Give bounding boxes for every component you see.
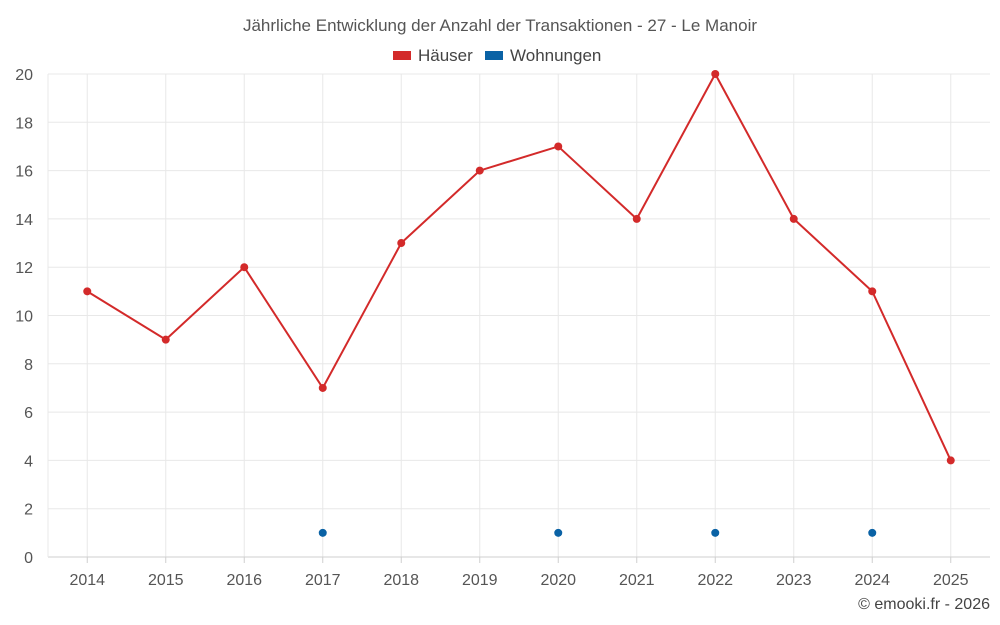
data-point-haeuser-2014[interactable] bbox=[83, 287, 92, 296]
series-haeuser bbox=[83, 70, 955, 465]
data-point-wohnungen-2024[interactable] bbox=[868, 528, 877, 537]
data-point-haeuser-2016[interactable] bbox=[240, 263, 249, 272]
axes: 0 2 4 6 8 10 12 14 16 18 20 2014 2015 2016 2017 2018 201… bbox=[15, 67, 990, 589]
series bbox=[83, 70, 955, 537]
data-point-wohnungen-2017[interactable] bbox=[318, 528, 327, 537]
data-point-haeuser-2020[interactable] bbox=[554, 142, 563, 151]
footer-credit: © emooki.fr - 2026 bbox=[858, 596, 990, 613]
data-point-haeuser-2021[interactable] bbox=[632, 214, 641, 223]
legend-swatch-wohnungen bbox=[485, 51, 503, 60]
y-tick-label: 0 bbox=[24, 550, 33, 567]
y-tick-label: 8 bbox=[24, 357, 33, 374]
grid bbox=[48, 73, 990, 557]
chart-title: Jährliche Entwicklung der Anzahl der Tra… bbox=[243, 16, 757, 35]
y-tick-label: 12 bbox=[15, 260, 33, 277]
legend: Häuser Wohnungen bbox=[393, 46, 601, 65]
x-tick-label: 2014 bbox=[69, 572, 105, 589]
data-point-haeuser-2024[interactable] bbox=[868, 287, 877, 296]
data-point-haeuser-2019[interactable] bbox=[475, 166, 484, 175]
x-tick-label: 2024 bbox=[854, 572, 890, 589]
x-tick-label: 2022 bbox=[697, 572, 733, 589]
x-tick-label: 2018 bbox=[383, 572, 419, 589]
legend-swatch-haeuser bbox=[393, 51, 411, 60]
data-point-haeuser-2017[interactable] bbox=[318, 383, 327, 392]
x-tick-label: 2025 bbox=[933, 572, 969, 589]
data-point-haeuser-2015[interactable] bbox=[161, 335, 170, 344]
y-tick-label: 20 bbox=[15, 67, 33, 84]
series-wohnungen bbox=[318, 528, 877, 537]
x-tick-label: 2023 bbox=[776, 572, 812, 589]
x-tick-label: 2019 bbox=[462, 572, 498, 589]
data-point-wohnungen-2022[interactable] bbox=[711, 528, 720, 537]
y-tick-label: 10 bbox=[15, 309, 33, 326]
data-point-wohnungen-2020[interactable] bbox=[554, 528, 563, 537]
legend-item-haeuser[interactable]: Häuser bbox=[393, 46, 473, 65]
data-point-haeuser-2025[interactable] bbox=[946, 456, 955, 465]
y-tick-label: 16 bbox=[15, 164, 33, 181]
series-line-haeuser bbox=[86, 71, 952, 461]
y-tick-label: 18 bbox=[15, 115, 33, 132]
x-tick-label: 2017 bbox=[305, 572, 341, 589]
x-tick-label: 2020 bbox=[540, 572, 576, 589]
y-tick-label: 14 bbox=[15, 212, 33, 229]
legend-item-wohnungen[interactable]: Wohnungen bbox=[485, 46, 601, 65]
y-tick-label: 6 bbox=[24, 405, 33, 422]
data-point-haeuser-2018[interactable] bbox=[397, 239, 406, 248]
x-tick-label: 2015 bbox=[148, 572, 184, 589]
x-tick-label: 2016 bbox=[226, 572, 262, 589]
data-point-haeuser-2023[interactable] bbox=[789, 214, 798, 223]
y-tick-label: 4 bbox=[24, 453, 33, 470]
legend-label-wohnungen: Wohnungen bbox=[510, 46, 601, 65]
data-point-haeuser-2022[interactable] bbox=[711, 70, 720, 78]
legend-label-haeuser: Häuser bbox=[418, 46, 473, 65]
x-tick-label: 2021 bbox=[619, 572, 655, 589]
y-tick-label: 2 bbox=[24, 502, 33, 519]
